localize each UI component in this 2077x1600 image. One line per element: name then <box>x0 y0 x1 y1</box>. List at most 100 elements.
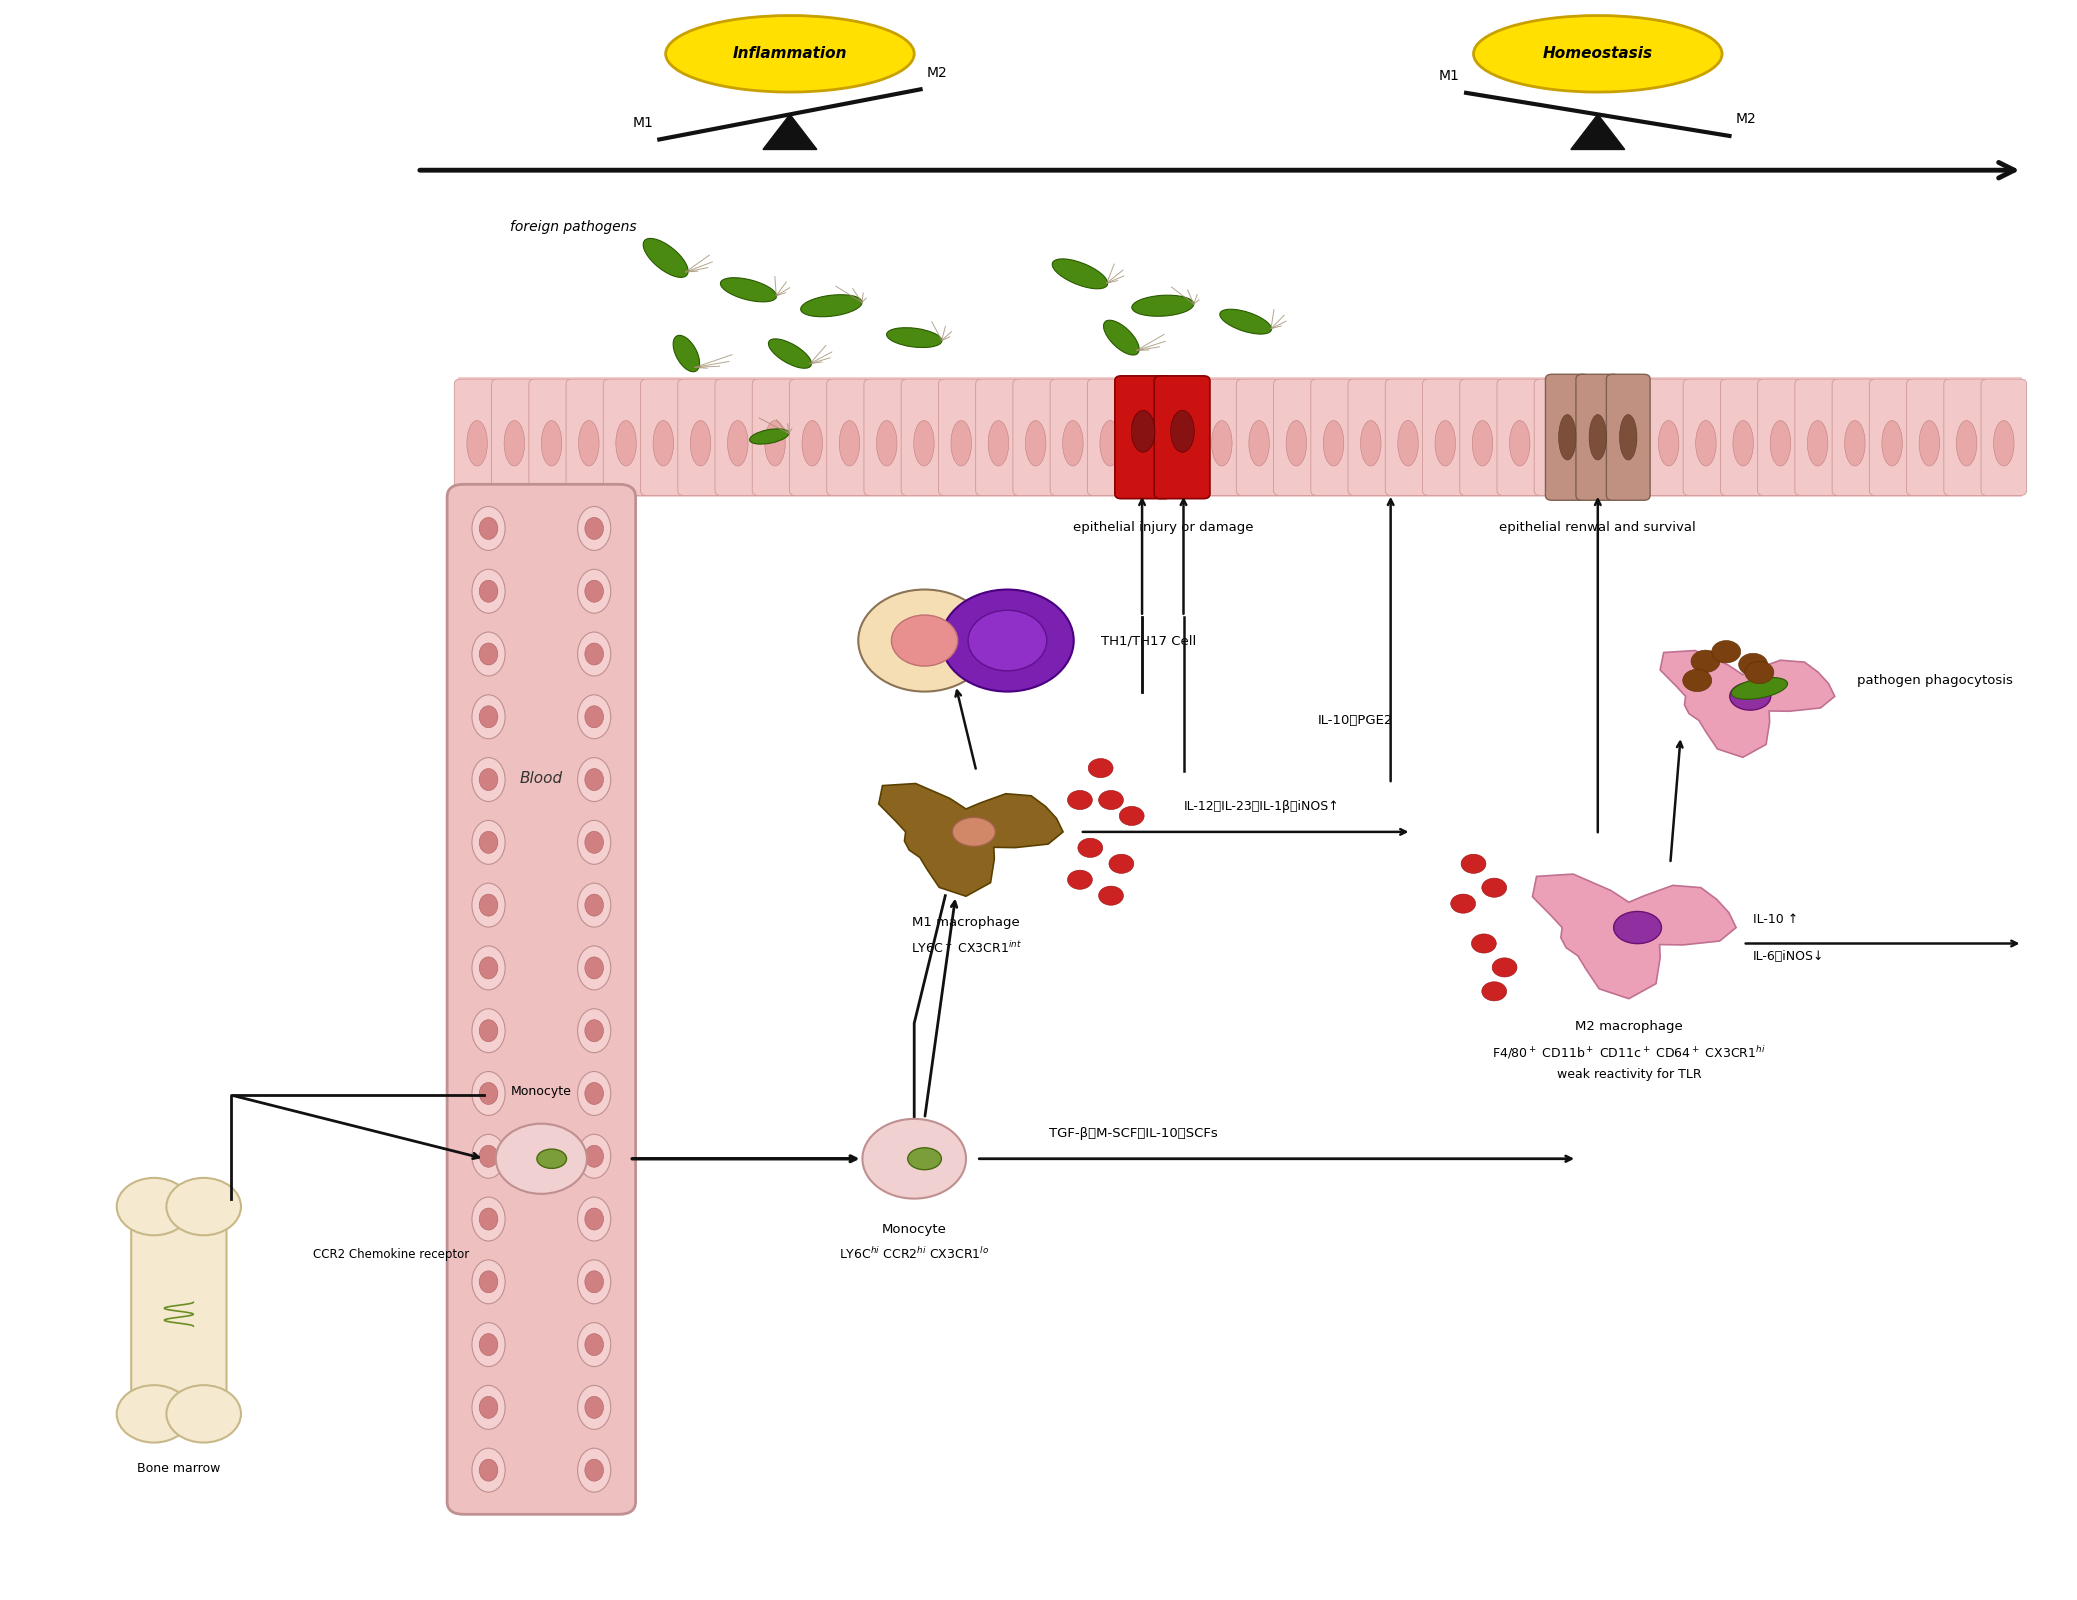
FancyBboxPatch shape <box>1161 379 1207 496</box>
Text: CCR2 Chemokine receptor: CCR2 Chemokine receptor <box>314 1248 469 1261</box>
Ellipse shape <box>652 421 673 466</box>
FancyBboxPatch shape <box>1795 379 1840 496</box>
Ellipse shape <box>1136 421 1157 466</box>
Ellipse shape <box>951 421 972 466</box>
Ellipse shape <box>586 1459 604 1482</box>
Ellipse shape <box>1620 414 1637 459</box>
FancyBboxPatch shape <box>1645 379 1691 496</box>
Polygon shape <box>1660 651 1834 757</box>
Circle shape <box>862 1118 966 1198</box>
Ellipse shape <box>968 610 1047 670</box>
Ellipse shape <box>1211 421 1232 466</box>
Circle shape <box>496 1123 588 1194</box>
FancyBboxPatch shape <box>1720 379 1765 496</box>
Ellipse shape <box>1510 421 1531 466</box>
Ellipse shape <box>1585 421 1603 466</box>
Ellipse shape <box>471 757 505 802</box>
Ellipse shape <box>480 517 498 539</box>
FancyBboxPatch shape <box>714 379 760 496</box>
Ellipse shape <box>577 570 611 613</box>
Ellipse shape <box>542 421 561 466</box>
Text: M2: M2 <box>1736 112 1757 126</box>
Ellipse shape <box>1026 421 1047 466</box>
Circle shape <box>1450 894 1475 914</box>
FancyBboxPatch shape <box>640 379 685 496</box>
Circle shape <box>1481 982 1506 1002</box>
Ellipse shape <box>721 278 777 302</box>
Ellipse shape <box>471 632 505 675</box>
Circle shape <box>1691 650 1720 672</box>
Text: IL-12、IL-23、IL-1β、iNOS↑: IL-12、IL-23、IL-1β、iNOS↑ <box>1184 800 1340 813</box>
FancyBboxPatch shape <box>1236 379 1282 496</box>
Text: Blood: Blood <box>519 771 563 786</box>
Ellipse shape <box>577 1323 611 1366</box>
Ellipse shape <box>480 1334 498 1355</box>
Ellipse shape <box>665 16 914 93</box>
Ellipse shape <box>1730 677 1788 699</box>
Ellipse shape <box>1101 421 1120 466</box>
FancyBboxPatch shape <box>602 379 648 496</box>
Ellipse shape <box>505 421 525 466</box>
Ellipse shape <box>1132 410 1155 453</box>
Text: TH1/TH17 Cell: TH1/TH17 Cell <box>1101 634 1196 646</box>
Text: Bone marrow: Bone marrow <box>137 1462 220 1475</box>
Ellipse shape <box>471 946 505 990</box>
Ellipse shape <box>802 421 822 466</box>
FancyBboxPatch shape <box>976 379 1022 496</box>
Text: Monocyte: Monocyte <box>511 1085 571 1098</box>
Ellipse shape <box>1473 421 1493 466</box>
Ellipse shape <box>1589 414 1606 459</box>
Ellipse shape <box>1622 421 1641 466</box>
Ellipse shape <box>1132 294 1194 317</box>
Ellipse shape <box>1435 421 1456 466</box>
Ellipse shape <box>800 294 862 317</box>
FancyBboxPatch shape <box>1385 379 1431 496</box>
Circle shape <box>1099 790 1124 810</box>
Ellipse shape <box>471 507 505 550</box>
Ellipse shape <box>577 946 611 990</box>
Ellipse shape <box>577 821 611 864</box>
Ellipse shape <box>471 1386 505 1429</box>
Ellipse shape <box>577 757 611 802</box>
Circle shape <box>1068 790 1093 810</box>
Text: LY6C$^+$ CX3CR1$^{int}$: LY6C$^+$ CX3CR1$^{int}$ <box>910 941 1022 957</box>
Circle shape <box>1068 870 1093 890</box>
Circle shape <box>1460 854 1485 874</box>
Ellipse shape <box>1159 395 1207 478</box>
Ellipse shape <box>577 507 611 550</box>
FancyBboxPatch shape <box>1311 379 1356 496</box>
Ellipse shape <box>1103 320 1138 355</box>
Ellipse shape <box>615 421 636 466</box>
Ellipse shape <box>1807 421 1828 466</box>
FancyBboxPatch shape <box>901 379 947 496</box>
FancyBboxPatch shape <box>789 379 835 496</box>
Ellipse shape <box>471 821 505 864</box>
Ellipse shape <box>727 421 748 466</box>
Ellipse shape <box>471 694 505 739</box>
Ellipse shape <box>471 883 505 926</box>
Ellipse shape <box>586 1083 604 1104</box>
FancyBboxPatch shape <box>455 379 501 496</box>
Ellipse shape <box>586 1270 604 1293</box>
Ellipse shape <box>750 429 789 445</box>
Text: TGF-β、M-SCF、IL-10、SCFs: TGF-β、M-SCF、IL-10、SCFs <box>1049 1126 1217 1139</box>
Ellipse shape <box>480 643 498 666</box>
Text: epithelial renwal and survival: epithelial renwal and survival <box>1500 522 1697 534</box>
Ellipse shape <box>1882 421 1903 466</box>
Ellipse shape <box>480 1208 498 1230</box>
Ellipse shape <box>471 1323 505 1366</box>
Polygon shape <box>879 784 1063 896</box>
Text: pathogen phagocytosis: pathogen phagocytosis <box>1857 674 2013 686</box>
FancyBboxPatch shape <box>1606 374 1649 501</box>
Circle shape <box>891 614 957 666</box>
Ellipse shape <box>586 1397 604 1418</box>
Ellipse shape <box>577 694 611 739</box>
FancyBboxPatch shape <box>1610 379 1653 496</box>
Ellipse shape <box>471 1134 505 1178</box>
FancyBboxPatch shape <box>1498 379 1543 496</box>
FancyBboxPatch shape <box>1545 374 1589 501</box>
FancyBboxPatch shape <box>1273 379 1319 496</box>
Ellipse shape <box>1614 912 1662 944</box>
Ellipse shape <box>1957 421 1977 466</box>
Ellipse shape <box>577 883 611 926</box>
